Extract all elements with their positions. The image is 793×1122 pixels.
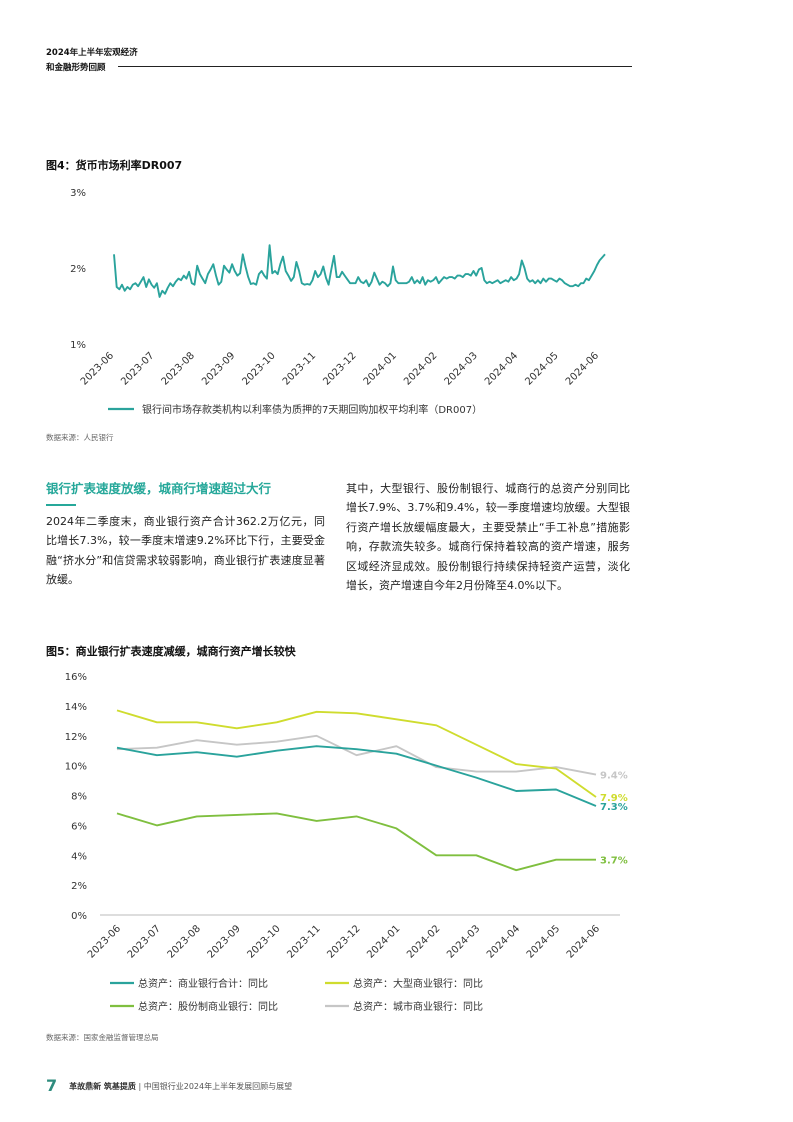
- x-tick-label: 2023-10: [240, 350, 277, 387]
- legend-label: 总资产：商业银行合计：同比: [138, 977, 268, 990]
- legend-label: 总资产：城市商业银行：同比: [353, 1000, 483, 1013]
- x-tick-label: 2023-12: [321, 350, 358, 387]
- legend-label-dr007: 银行间市场存款类机构以利率债为质押的7天期回购加权平均利率（DR007）: [142, 403, 482, 416]
- x-tick-label: 2024-05: [523, 350, 560, 387]
- x-tick-label: 2023-11: [285, 923, 322, 960]
- x-tick-label: 2023-09: [206, 923, 243, 960]
- y-tick-label: 16%: [65, 672, 87, 683]
- x-tick-label: 2024-06: [564, 350, 601, 387]
- x-tick-label: 2023-11: [281, 350, 318, 387]
- x-tick-label: 2024-06: [565, 923, 602, 960]
- x-tick-label: 2023-07: [119, 350, 156, 387]
- y-tick-label: 0%: [71, 911, 87, 922]
- y-tick-label: 6%: [71, 821, 87, 832]
- x-tick-label: 2023-10: [245, 923, 282, 960]
- x-tick-label: 2023-12: [325, 923, 362, 960]
- x-tick-label: 2023-09: [200, 350, 237, 387]
- x-tick-label: 2023-08: [160, 350, 197, 387]
- y-tick-label: 3%: [70, 188, 86, 199]
- series-line: [116, 709, 597, 798]
- figure5-source: 数据来源：国家金融监督管理总局: [46, 1033, 159, 1042]
- y-tick-label: 10%: [65, 762, 87, 773]
- series-line: [116, 734, 597, 776]
- x-tick-label: 2023-07: [126, 923, 163, 960]
- series-end-label: 9.4%: [600, 771, 628, 782]
- series-line: [116, 745, 597, 807]
- y-tick-label: 2%: [71, 881, 87, 892]
- series-end-label: 7.3%: [600, 802, 628, 813]
- figure5-title: 图5：商业银行扩表速度减缓，城商行资产增长较快: [46, 645, 296, 658]
- x-tick-label: 2024-04: [483, 350, 520, 387]
- figure4-chart: 3%2%1%2023-06 2023-07 2023-08 2023-09 2023-1…: [70, 188, 606, 416]
- series-line-dr007: [113, 244, 606, 298]
- header-title-line2: 和金融形势回顾: [46, 63, 106, 73]
- page-number: 7: [46, 1076, 58, 1095]
- x-tick-label: 2024-05: [525, 923, 562, 960]
- x-tick-label: 2023-06: [79, 350, 116, 387]
- legend-label: 总资产：大型商业银行：同比: [353, 977, 483, 990]
- x-tick-label: 2024-03: [445, 923, 482, 960]
- x-tick-label: 2024-01: [362, 350, 399, 387]
- footer-brand: 革故鼎新 筑基提质: [69, 1082, 136, 1091]
- paragraph-right: 其中，大型银行、股份制银行、城商行的总资产分别同比增长7.9%、3.7%和9.4…: [346, 482, 630, 593]
- footer-report-title: 中国银行业2024年上半年发展回顾与展望: [143, 1082, 293, 1091]
- y-tick-label: 4%: [71, 851, 87, 862]
- x-tick-label: 2024-01: [365, 923, 402, 960]
- section-heading-underline: [46, 504, 76, 506]
- figure5-chart: 16%14%12%10%8%6%4%2%0%2023-06 2023-07 2023…: [65, 672, 628, 1013]
- x-tick-label: 2023-08: [166, 923, 203, 960]
- footer-separator: |: [138, 1082, 142, 1091]
- footer: 7 革故鼎新 筑基提质 | 中国银行业2024年上半年发展回顾与展望: [46, 1076, 292, 1095]
- legend-label: 总资产：股份制商业银行：同比: [138, 1000, 278, 1013]
- x-tick-label: 2024-03: [443, 350, 480, 387]
- header-rule: [118, 66, 632, 67]
- x-tick-label: 2024-04: [485, 923, 522, 960]
- figure4-title: 图4：货币市场利率DR007: [46, 159, 183, 172]
- section-heading: 银行扩表速度放缓，城商行增速超过大行: [46, 481, 272, 496]
- header-title-line1: 2024年上半年宏观经济: [46, 48, 138, 58]
- x-tick-label: 2023-06: [86, 923, 123, 960]
- figure4-source: 数据来源：人民银行: [46, 433, 114, 442]
- x-tick-label: 2024-02: [402, 350, 439, 387]
- x-tick-label: 2024-02: [405, 923, 442, 960]
- y-tick-label: 8%: [71, 792, 87, 803]
- y-tick-label: 12%: [65, 732, 87, 743]
- series-line: [116, 812, 596, 872]
- y-tick-label: 2%: [70, 264, 86, 275]
- series-end-label: 7.9%: [600, 793, 628, 804]
- y-tick-label: 1%: [70, 340, 86, 351]
- series-end-label: 3.7%: [600, 856, 628, 867]
- paragraph-left: 2024年二季度末，商业银行资产合计362.2万亿元，同比增长7.3%，较一季度…: [46, 515, 325, 587]
- y-tick-label: 14%: [65, 702, 87, 713]
